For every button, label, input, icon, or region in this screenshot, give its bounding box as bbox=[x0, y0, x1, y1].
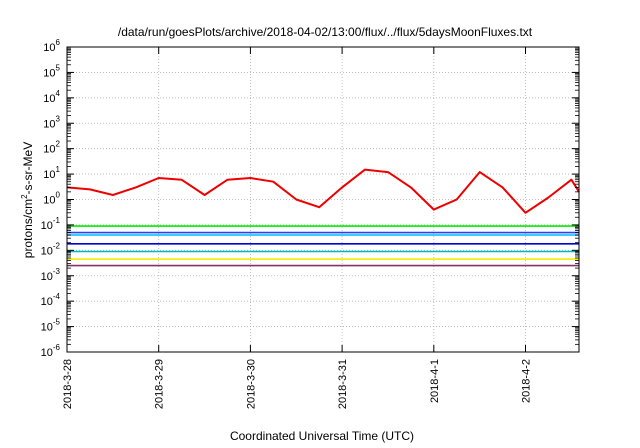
y-tick-exponent: -3 bbox=[53, 267, 61, 276]
ticks bbox=[66, 46, 579, 353]
y-tick-label: 104 bbox=[43, 89, 60, 105]
x-tick-label: 2018-3-28 bbox=[62, 359, 74, 409]
y-tick-base: 10 bbox=[41, 220, 53, 232]
y-tick-label: 100 bbox=[43, 191, 60, 207]
y-tick-exponent: 3 bbox=[56, 114, 61, 123]
y-tick-label: 10-4 bbox=[41, 292, 61, 308]
x-axis-label: Coordinated Universal Time (UTC) bbox=[230, 429, 414, 443]
y-tick-label: 10-5 bbox=[41, 318, 61, 334]
y-tick-label: 106 bbox=[43, 38, 60, 54]
y-tick-base: 10 bbox=[43, 195, 55, 207]
y-tick-base: 10 bbox=[43, 67, 55, 79]
y-tick-exponent: -4 bbox=[53, 292, 61, 301]
y-tick-exponent: 2 bbox=[56, 140, 61, 149]
y-tick-label: 10-3 bbox=[41, 267, 61, 283]
y-tick-base: 10 bbox=[43, 118, 55, 130]
series-line bbox=[66, 168, 580, 214]
x-tick-label: 2018-4-2 bbox=[521, 359, 533, 403]
y-tick-label: 105 bbox=[43, 63, 60, 79]
y-axis-label-sup: 2 bbox=[20, 194, 29, 199]
y-axis-label-main: protons/cm bbox=[21, 199, 35, 258]
x-tick-label: 2018-4-1 bbox=[429, 359, 441, 403]
y-tick-exponent: -5 bbox=[53, 318, 61, 327]
y-axis-label-tail: -s-sr-MeV bbox=[21, 142, 35, 195]
y-tick-base: 10 bbox=[41, 347, 53, 359]
y-axis-label: protons/cm2-s-sr-MeV bbox=[20, 142, 35, 258]
y-tick-base: 10 bbox=[43, 169, 55, 181]
chart-title: /data/run/goesPlots/archive/2018-04-02/1… bbox=[118, 25, 533, 39]
y-tick-base: 10 bbox=[41, 296, 53, 308]
y-tick-base: 10 bbox=[43, 93, 55, 105]
y-tick-exponent: 6 bbox=[56, 38, 61, 47]
y-tick-label: 101 bbox=[43, 165, 60, 181]
y-tick-base: 10 bbox=[43, 42, 55, 54]
y-tick-exponent: -2 bbox=[53, 241, 61, 250]
x-tick-labels: 2018-3-28 2018-3-29 2018-3-30 2018-3-31 2018… bbox=[62, 359, 533, 409]
y-tick-base: 10 bbox=[41, 271, 53, 283]
y-tick-labels: 10-610-510-410-310-210-11001011021031041… bbox=[41, 38, 61, 359]
y-tick-exponent: 5 bbox=[56, 63, 61, 72]
y-tick-base: 10 bbox=[43, 144, 55, 156]
y-tick-exponent: 4 bbox=[56, 89, 61, 98]
y-tick-exponent: -6 bbox=[53, 343, 61, 352]
y-tick-base: 10 bbox=[41, 245, 53, 257]
y-tick-label: 10-1 bbox=[41, 216, 61, 232]
grid bbox=[67, 47, 579, 352]
y-tick-exponent: -1 bbox=[53, 216, 61, 225]
series-layer bbox=[66, 168, 580, 267]
y-tick-label: 10-2 bbox=[41, 241, 61, 257]
x-tick-label: 2018-3-31 bbox=[337, 359, 349, 409]
y-tick-base: 10 bbox=[41, 322, 53, 334]
y-tick-label: 102 bbox=[43, 140, 60, 156]
x-tick-label: 2018-3-30 bbox=[245, 359, 257, 409]
y-tick-exponent: 0 bbox=[56, 191, 61, 200]
y-tick-label: 10-6 bbox=[41, 343, 61, 359]
y-tick-exponent: 1 bbox=[56, 165, 61, 174]
x-tick-label: 2018-3-29 bbox=[154, 359, 166, 409]
y-tick-label: 103 bbox=[43, 114, 60, 130]
